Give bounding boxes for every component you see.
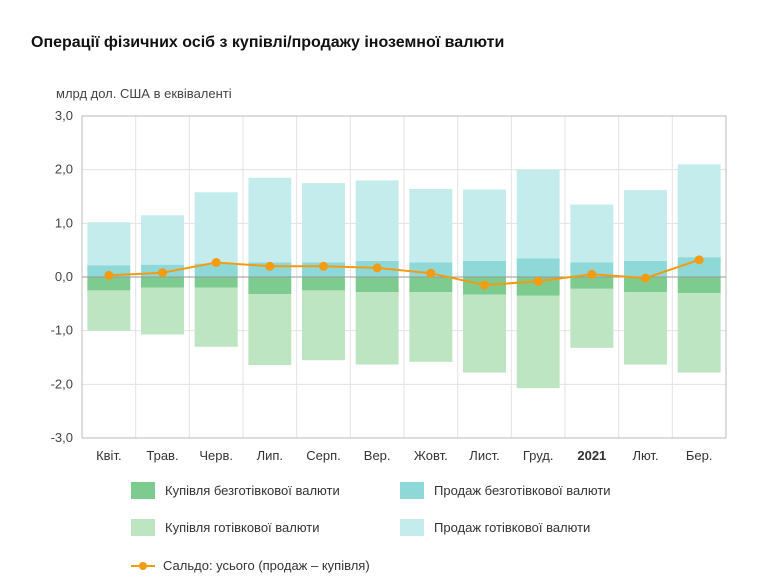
- bar-segment: [248, 177, 292, 263]
- x-tick-label: Серп.: [306, 448, 341, 463]
- bar-segment: [194, 192, 238, 264]
- bar-segment: [624, 260, 667, 277]
- bar-segment: [87, 290, 131, 331]
- bar-segment: [87, 277, 131, 291]
- bar-segment: [409, 188, 453, 263]
- bar-segment: [570, 262, 614, 277]
- balance-point: [641, 273, 650, 283]
- x-tick-label: Лют.: [632, 448, 658, 463]
- bar-segment: [194, 287, 238, 347]
- bar-segment: [194, 277, 238, 288]
- chart-title: Операції фізичних осіб з купівлі/продажу…: [31, 34, 505, 51]
- bar-segment: [302, 277, 345, 291]
- bar-segment: [677, 164, 721, 258]
- bar-segment: [141, 215, 184, 265]
- bar-segment: [624, 190, 667, 261]
- x-tick-label: Черв.: [199, 448, 233, 463]
- y-tick-label: -1,0: [51, 323, 73, 338]
- bar-segment: [677, 257, 721, 277]
- x-tick-label: Трав.: [146, 448, 178, 463]
- y-tick-label: -2,0: [51, 376, 73, 391]
- x-tick-label: Лип.: [257, 448, 283, 463]
- x-tick-label: Груд.: [523, 448, 554, 463]
- bar-segment: [141, 287, 184, 335]
- x-tick-label: Бер.: [686, 448, 713, 463]
- balance-point: [480, 280, 489, 290]
- y-tick-label: 0,0: [55, 269, 73, 284]
- y-tick-label: 1,0: [55, 215, 73, 230]
- y-tick-label: 3,0: [55, 108, 73, 123]
- balance-line: [108, 258, 700, 287]
- balance-point: [265, 261, 275, 271]
- balance-point: [426, 268, 436, 278]
- bar-segment: [141, 277, 184, 288]
- bar-segment: [355, 292, 399, 365]
- balance-point: [533, 276, 543, 286]
- bar-segment: [409, 277, 453, 293]
- bar-segment: [677, 277, 721, 294]
- bar-segment: [570, 288, 614, 348]
- bar-segment: [624, 292, 667, 365]
- bar-segment: [463, 189, 506, 261]
- x-tick-label: Квіт.: [96, 448, 122, 463]
- x-tick-label: Жовт.: [414, 448, 448, 463]
- bar-segment: [87, 222, 131, 266]
- x-tick-label: Лист.: [469, 448, 499, 463]
- bar-segment: [624, 277, 667, 293]
- bar-segment: [516, 295, 560, 389]
- balance-point: [319, 261, 328, 271]
- balance-point: [372, 263, 382, 273]
- bar-segment: [248, 277, 292, 295]
- bar-segment: [302, 290, 345, 361]
- bar-segment: [516, 169, 560, 259]
- bar-segment: [355, 180, 399, 261]
- balance-point: [587, 269, 597, 279]
- x-tick-label: Вер.: [364, 448, 391, 463]
- bar-segment: [409, 292, 453, 362]
- x-tick-label: 2021: [577, 448, 606, 463]
- balance-point: [158, 268, 167, 278]
- y-tick-label: 2,0: [55, 162, 73, 177]
- bar-segment: [463, 294, 506, 373]
- balance-point: [211, 258, 221, 268]
- bar-segment: [677, 293, 721, 373]
- bar-segment: [570, 204, 614, 263]
- bar-segment: [248, 294, 292, 366]
- bar-segment: [463, 260, 506, 277]
- y-axis-unit-label: млрд дол. США в еквіваленті: [56, 86, 232, 101]
- bar-segment: [516, 258, 560, 277]
- bar-segment: [355, 277, 399, 293]
- bar-segment: [302, 183, 345, 263]
- bar-segment: [570, 277, 614, 289]
- bar-segment: [194, 263, 238, 277]
- balance-point: [694, 255, 704, 265]
- y-tick-label: -3,0: [51, 430, 73, 445]
- balance-point: [104, 270, 114, 280]
